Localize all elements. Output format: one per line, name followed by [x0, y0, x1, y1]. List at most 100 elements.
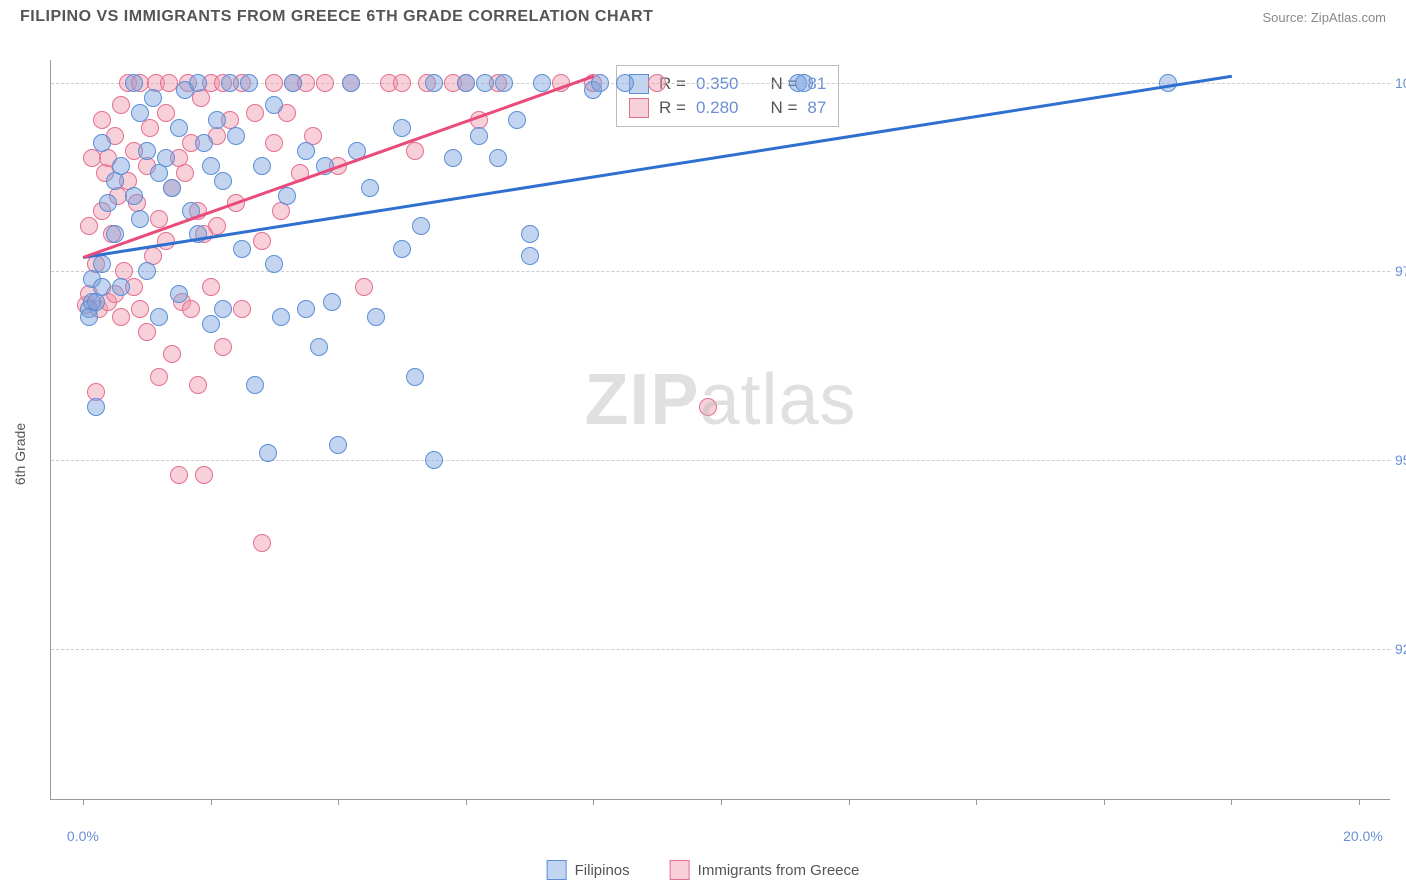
data-point: [444, 149, 462, 167]
data-point: [616, 74, 634, 92]
data-point: [150, 210, 168, 228]
x-tick: [976, 799, 977, 805]
data-point: [265, 96, 283, 114]
data-point: [106, 225, 124, 243]
data-point: [163, 345, 181, 363]
data-point: [265, 134, 283, 152]
data-point: [412, 217, 430, 235]
x-tick: [1104, 799, 1105, 805]
data-point: [425, 451, 443, 469]
n-value: 87: [807, 98, 826, 118]
x-tick: [721, 799, 722, 805]
data-point: [253, 157, 271, 175]
data-point: [406, 142, 424, 160]
data-point: [233, 240, 251, 258]
y-tick-label: 95.0%: [1395, 452, 1406, 468]
data-point: [93, 134, 111, 152]
data-point: [699, 398, 717, 416]
data-point: [246, 104, 264, 122]
legend-item: Immigrants from Greece: [670, 860, 860, 880]
data-point: [253, 534, 271, 552]
data-point: [310, 338, 328, 356]
gridline: [51, 271, 1390, 272]
x-tick: [1359, 799, 1360, 805]
stat-row: R =0.280N =87: [629, 96, 826, 120]
data-point: [112, 96, 130, 114]
gridline: [51, 460, 1390, 461]
data-point: [489, 149, 507, 167]
data-point: [795, 74, 813, 92]
data-point: [1159, 74, 1177, 92]
data-point: [240, 74, 258, 92]
x-tick: [593, 799, 594, 805]
data-point: [406, 368, 424, 386]
x-tick-label: 0.0%: [67, 828, 99, 844]
y-tick-label: 97.5%: [1395, 263, 1406, 279]
data-point: [189, 376, 207, 394]
data-point: [93, 111, 111, 129]
data-point: [508, 111, 526, 129]
data-point: [284, 74, 302, 92]
r-label: R =: [659, 98, 686, 118]
data-point: [125, 74, 143, 92]
data-point: [361, 179, 379, 197]
data-point: [533, 74, 551, 92]
data-point: [457, 74, 475, 92]
legend-swatch: [629, 98, 649, 118]
data-point: [202, 157, 220, 175]
data-point: [99, 194, 117, 212]
data-point: [93, 278, 111, 296]
data-point: [329, 436, 347, 454]
data-point: [367, 308, 385, 326]
legend-swatch: [670, 860, 690, 880]
x-tick: [849, 799, 850, 805]
data-point: [323, 293, 341, 311]
data-point: [170, 285, 188, 303]
data-point: [272, 308, 290, 326]
data-point: [227, 127, 245, 145]
data-point: [259, 444, 277, 462]
data-point: [182, 300, 200, 318]
n-label: N =: [770, 98, 797, 118]
data-point: [144, 89, 162, 107]
data-point: [157, 149, 175, 167]
data-point: [208, 111, 226, 129]
data-point: [131, 104, 149, 122]
data-point: [112, 157, 130, 175]
data-point: [176, 164, 194, 182]
data-point: [163, 179, 181, 197]
data-point: [521, 247, 539, 265]
data-point: [648, 74, 666, 92]
data-point: [150, 308, 168, 326]
data-point: [195, 466, 213, 484]
data-point: [208, 217, 226, 235]
r-value: 0.350: [696, 74, 739, 94]
data-point: [80, 308, 98, 326]
chart-title: FILIPINO VS IMMIGRANTS FROM GREECE 6TH G…: [20, 8, 653, 26]
data-point: [297, 142, 315, 160]
chart-plot-area: ZIPatlas R =0.350N =81R =0.280N =87 92.5…: [50, 60, 1390, 800]
data-point: [214, 300, 232, 318]
data-point: [342, 74, 360, 92]
data-point: [246, 376, 264, 394]
x-tick: [338, 799, 339, 805]
data-point: [93, 255, 111, 273]
data-point: [141, 119, 159, 137]
data-point: [265, 255, 283, 273]
watermark: ZIPatlas: [584, 359, 856, 441]
data-point: [202, 315, 220, 333]
data-point: [170, 119, 188, 137]
x-tick-label: 20.0%: [1343, 828, 1383, 844]
data-point: [138, 262, 156, 280]
data-point: [521, 225, 539, 243]
data-point: [131, 300, 149, 318]
data-point: [138, 323, 156, 341]
gridline: [51, 649, 1390, 650]
data-point: [221, 74, 239, 92]
data-point: [195, 134, 213, 152]
data-point: [80, 217, 98, 235]
y-tick-label: 100.0%: [1395, 75, 1406, 91]
data-point: [131, 210, 149, 228]
data-point: [150, 368, 168, 386]
legend-swatch: [547, 860, 567, 880]
